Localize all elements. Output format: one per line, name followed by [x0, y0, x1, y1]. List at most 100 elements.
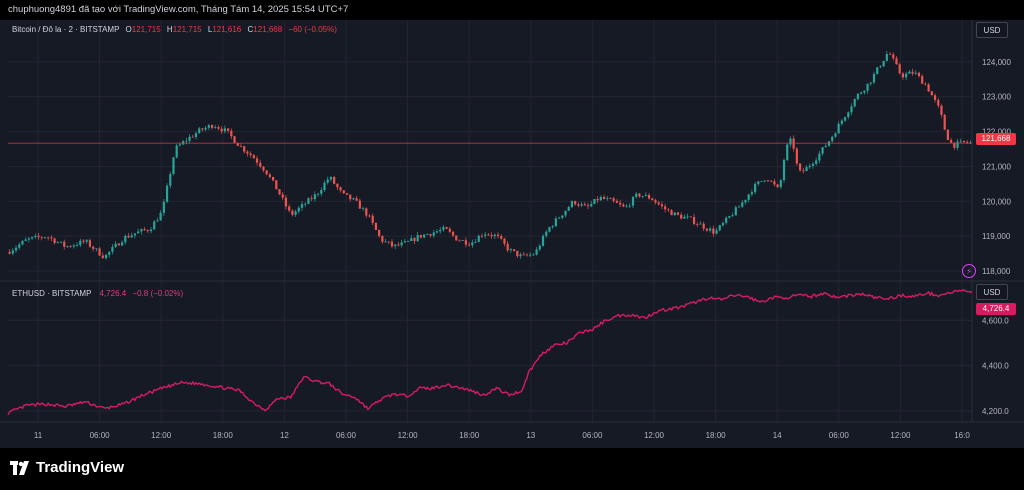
btc-candle: [69, 246, 72, 247]
btc-candle: [734, 207, 737, 216]
btc-candle: [866, 83, 869, 91]
eth-change: −0.8 (−0.02%): [132, 289, 184, 298]
btc-candle: [159, 212, 162, 221]
btc-candle: [294, 211, 297, 215]
btc-candle: [223, 128, 226, 132]
btc-candle: [11, 250, 14, 254]
btc-c-value: 121,668: [253, 25, 283, 34]
btc-candle: [268, 174, 271, 177]
btc-candle: [557, 217, 561, 219]
btc-candle: [959, 140, 962, 142]
x-tick-label: 18:00: [706, 431, 727, 440]
btc-candle: [763, 180, 766, 182]
btc-candle: [178, 144, 182, 146]
btc-candle: [313, 194, 316, 200]
btc-candle: [175, 145, 178, 158]
btc-candle: [458, 240, 461, 242]
btc-candle: [692, 217, 696, 224]
btc-o-value: 121,715: [131, 25, 161, 34]
btc-candle: [519, 254, 522, 257]
btc-candle: [361, 208, 365, 210]
btc-candle: [50, 237, 53, 239]
btc-candle: [545, 231, 548, 236]
btc-candle: [770, 180, 773, 182]
btc-candle: [406, 241, 410, 242]
btc-candle: [754, 183, 757, 193]
btc-candle: [606, 198, 609, 200]
btc-candle: [21, 240, 24, 245]
btc-candle: [336, 183, 339, 188]
btc-candle: [641, 196, 644, 197]
btc-candle: [933, 95, 937, 101]
btc-candle: [721, 222, 725, 226]
btc-candle: [831, 136, 834, 142]
btc-candle: [281, 194, 284, 198]
x-tick-label: 18:00: [459, 431, 480, 440]
btc-candle: [673, 212, 676, 216]
btc-candle: [85, 240, 88, 242]
btc-candle: [586, 205, 590, 207]
x-tick-label: 06:00: [336, 431, 357, 440]
btc-candle: [821, 147, 824, 154]
btc-h-label: H: [166, 25, 173, 34]
btc-candle: [837, 123, 840, 134]
chart-svg[interactable]: 11 06:00 12:00 18:00 12 06:00 12:00 18:00 13 06:0…: [0, 20, 1024, 448]
btc-legend: Bitcoin / Đô la · 2 · BITSTAMP O121,715 …: [12, 24, 337, 36]
btc-candle: [843, 117, 847, 121]
chart-area[interactable]: 11 06:00 12:00 18:00 12 06:00 12:00 18:00 13 06:0…: [0, 20, 1024, 448]
btc-candle: [368, 215, 371, 217]
btc-candle: [888, 53, 892, 55]
btc-candle: [609, 198, 612, 200]
eth-series-line: [7, 289, 973, 416]
btc-candle: [493, 234, 496, 237]
btc-candle: [188, 136, 191, 141]
btc-candle: [185, 140, 188, 142]
x-tick-label: 12: [280, 431, 289, 440]
btc-candle: [275, 180, 278, 190]
btc-last-price-tag: 121,668: [976, 133, 1016, 145]
btc-y-tick-label: 122,000: [982, 128, 1011, 137]
btc-y-tick-label: 119,000: [982, 232, 1011, 241]
btc-candle: [262, 166, 265, 171]
btc-candle: [259, 162, 262, 167]
btc-candle: [278, 189, 281, 195]
btc-candle: [895, 58, 898, 65]
btc-candle: [795, 148, 798, 164]
x-tick-label: 13: [526, 431, 535, 440]
btc-candle: [397, 244, 400, 246]
btc-candle: [477, 235, 480, 242]
btc-candle: [840, 120, 843, 124]
btc-candle: [917, 72, 921, 77]
btc-candle: [75, 245, 79, 246]
btc-candle: [966, 141, 969, 143]
btc-candle: [657, 202, 660, 205]
btc-candle: [860, 92, 863, 94]
eth-y-tick-label: 4,600.0: [982, 316, 1009, 325]
btc-candle: [725, 217, 728, 223]
lightning-icon[interactable]: ⚡: [962, 264, 976, 278]
eth-currency-button[interactable]: USD: [976, 284, 1008, 300]
btc-candle: [230, 130, 233, 137]
x-tick-label: 16:0: [954, 431, 970, 440]
btc-candle: [480, 235, 484, 237]
btc-o-label: O: [125, 25, 132, 34]
btc-currency-button[interactable]: USD: [976, 22, 1008, 38]
btc-candle: [227, 128, 230, 131]
btc-candle: [133, 233, 137, 236]
btc-change: −60 (−0.05%): [288, 25, 337, 34]
btc-candle: [474, 241, 477, 243]
btc-candle: [946, 129, 949, 141]
btc-candle: [88, 240, 92, 247]
btc-candle: [358, 200, 361, 209]
btc-candle: [522, 254, 525, 256]
btc-candle: [914, 72, 917, 74]
btc-candle: [435, 231, 439, 233]
btc-candle: [156, 220, 159, 222]
btc-candle: [400, 242, 403, 246]
btc-candle: [403, 241, 406, 243]
x-tick-label: 11: [34, 431, 43, 440]
btc-candle: [525, 254, 529, 256]
btc-candle: [108, 251, 111, 255]
btc-y-tick-label: 121,000: [982, 162, 1011, 171]
btc-candle: [927, 84, 930, 92]
